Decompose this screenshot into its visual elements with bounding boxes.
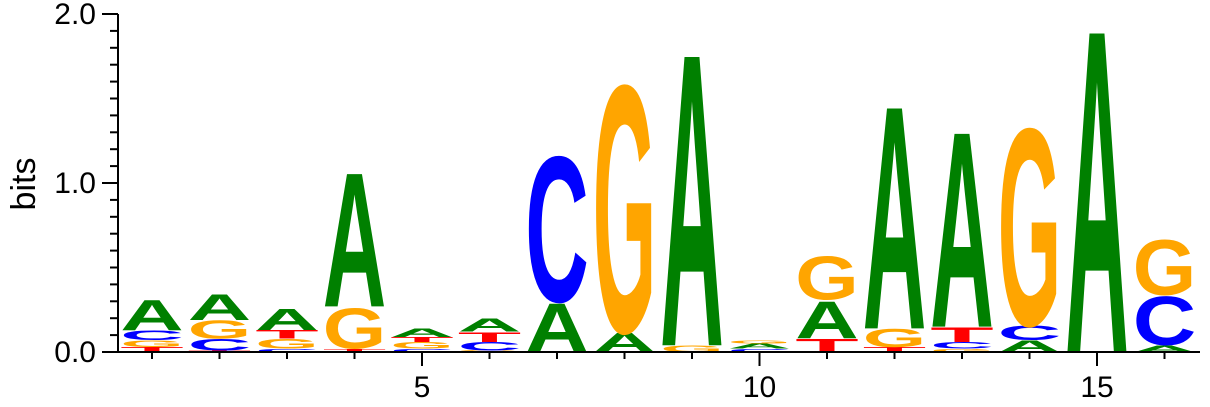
logo-letter-C: C [525, 112, 588, 345]
logo-letter-A: A [728, 342, 792, 350]
logo-letter-G: G [120, 339, 183, 349]
logo-letter-C: C [458, 340, 522, 353]
logo-letter-T: T [930, 323, 993, 346]
x-tick-label: 10 [743, 371, 776, 404]
x-tick-label: 5 [414, 371, 431, 404]
logo-letter-A: A [458, 315, 522, 336]
logo-letter-A: A [188, 287, 251, 328]
y-tick-label: 1.0 [54, 167, 96, 200]
logo-letter-G: G [930, 348, 993, 353]
logo-letter-C: C [255, 348, 319, 353]
x-tick-label: 15 [1080, 371, 1113, 404]
y-tick-label: 2.0 [54, 0, 96, 31]
logo-letter-C: C [998, 321, 1061, 344]
logo-letter-G: G [998, 71, 1061, 386]
logo-letter-G: G [593, 12, 656, 407]
logo-letter-T: T [120, 346, 183, 354]
logo-letter-A: A [390, 326, 454, 339]
logo-letter-A: A [120, 290, 183, 339]
logo-letter-G: G [390, 340, 453, 350]
logo-letter-A: A [863, 39, 926, 396]
letters-layer: TGCATCGACGTATGACGTAGCTAACAGGACAGTAGTGAGC… [120, 0, 1196, 407]
logo-letter-A: A [930, 73, 993, 386]
logo-letter-G: G [863, 324, 926, 353]
logo-letter-A: A [1133, 344, 1196, 354]
logo-letter-C: C [1133, 282, 1197, 360]
logo-letter-G: G [323, 296, 387, 361]
logo-letter-T: T [458, 329, 521, 345]
logo-letter-G: G [188, 315, 251, 344]
logo-letter-C: C [390, 348, 454, 353]
logo-letter-A: A [323, 133, 386, 348]
logo-letter-G: G [728, 339, 791, 344]
logo-letter-C: C [728, 348, 792, 353]
logo-letter-T: T [255, 328, 318, 341]
logo-letter-C: C [120, 328, 183, 343]
logo-letter-G: G [795, 244, 858, 314]
logo-letter-A: A [1065, 0, 1128, 407]
logo-letter-A: A [255, 303, 318, 336]
y-axis-title: bits [5, 158, 43, 211]
logo-letter-G: G [1133, 223, 1196, 311]
logo-letter-A: A [660, 0, 724, 407]
logo-letter-T: T [390, 336, 453, 344]
y-tick-label: 0.0 [54, 336, 96, 369]
logo-letter-A: A [795, 291, 858, 350]
logo-letter-C: C [188, 336, 251, 354]
logo-letter-G: G [255, 336, 318, 351]
logo-letter-T: T [795, 335, 858, 356]
axes-layer: 0.0 1.0 2.0 5 10 15 [54, 0, 1200, 404]
logo-letter-T: T [323, 348, 387, 353]
logo-letter-G: G [660, 344, 723, 354]
logo-letter-C: C [930, 340, 993, 350]
logo-letter-T: T [863, 346, 926, 354]
